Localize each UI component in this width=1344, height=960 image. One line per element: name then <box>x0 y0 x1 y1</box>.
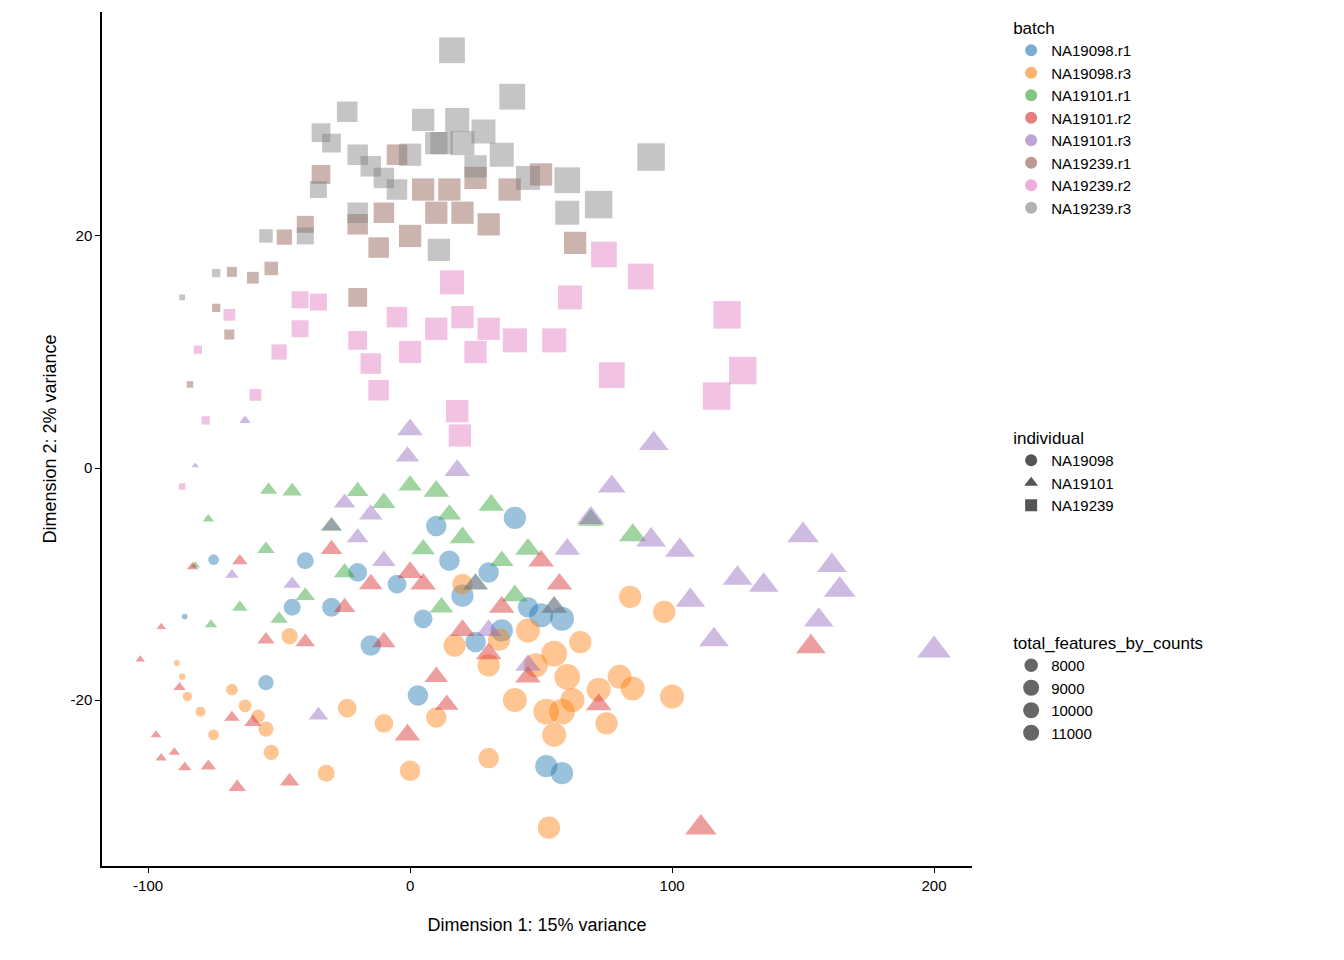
svg-text:11000: 11000 <box>1051 725 1092 742</box>
svg-text:NA19239.r3: NA19239.r3 <box>1051 200 1131 217</box>
svg-text:-20: -20 <box>71 691 93 708</box>
svg-text:20: 20 <box>76 227 93 244</box>
svg-text:NA19239: NA19239 <box>1051 497 1114 514</box>
svg-text:8000: 8000 <box>1051 657 1084 674</box>
svg-text:batch: batch <box>1013 19 1055 38</box>
svg-text:100: 100 <box>660 877 685 894</box>
svg-text:9000: 9000 <box>1051 680 1084 697</box>
svg-text:NA19098.r3: NA19098.r3 <box>1051 65 1131 82</box>
svg-text:NA19098.r1: NA19098.r1 <box>1051 42 1131 59</box>
svg-text:total_features_by_counts: total_features_by_counts <box>1013 634 1203 653</box>
svg-text:NA19101: NA19101 <box>1051 475 1114 492</box>
svg-text:10000: 10000 <box>1051 702 1093 719</box>
svg-text:NA19101.r2: NA19101.r2 <box>1051 110 1131 127</box>
svg-text:NA19101.r1: NA19101.r1 <box>1051 87 1131 104</box>
svg-text:0: 0 <box>84 459 92 476</box>
svg-text:200: 200 <box>921 877 946 894</box>
svg-text:NA19239.r1: NA19239.r1 <box>1051 155 1131 172</box>
svg-text:NA19098: NA19098 <box>1051 452 1114 469</box>
svg-text:NA19239.r2: NA19239.r2 <box>1051 177 1131 194</box>
svg-text:Dimension 1: 15% variance: Dimension 1: 15% variance <box>427 915 646 935</box>
svg-text:-100: -100 <box>133 877 163 894</box>
svg-text:0: 0 <box>406 877 414 894</box>
svg-text:Dimension 2: 2% variance: Dimension 2: 2% variance <box>40 334 60 543</box>
svg-text:individual: individual <box>1013 429 1084 448</box>
svg-text:NA19101.r3: NA19101.r3 <box>1051 132 1131 149</box>
